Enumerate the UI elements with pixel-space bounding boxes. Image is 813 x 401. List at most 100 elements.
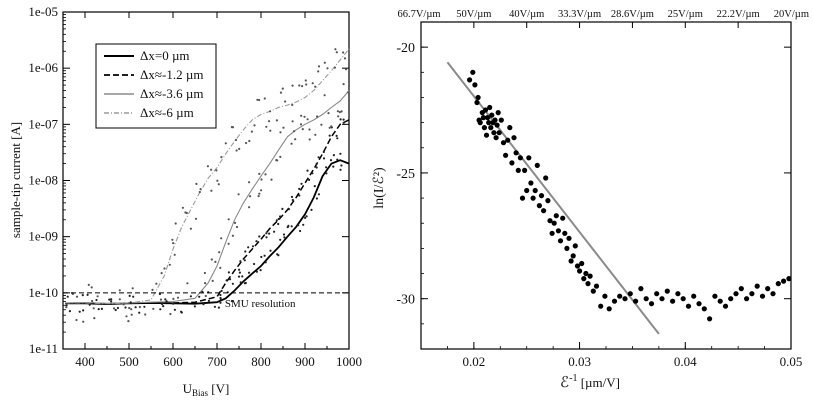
left-noise-point: [181, 206, 184, 209]
right-data-point: [505, 137, 511, 143]
right-data-point: [467, 77, 473, 83]
smu-resolution-label: SMU resolution: [225, 298, 296, 310]
left-noise-point: [244, 250, 247, 253]
right-data-point: [530, 195, 536, 201]
right-data-point: [633, 298, 639, 304]
right-data-point: [541, 208, 547, 214]
left-noise-point: [276, 159, 279, 162]
left-noise-point: [198, 190, 201, 194]
left-noise-point: [322, 150, 325, 154]
left-noise-point: [219, 296, 222, 300]
left-noise-point: [108, 298, 111, 301]
left-noise-point: [110, 300, 113, 303]
left-noise-point: [298, 194, 301, 197]
left-noise-point: [198, 295, 201, 298]
right-top-tick-label: 28.6V/µm: [611, 9, 654, 20]
left-noise-point: [155, 282, 158, 285]
left-noise-point: [248, 206, 251, 209]
left-noise-point: [65, 304, 68, 307]
left-noise-point: [299, 229, 302, 233]
right-data-point: [701, 306, 707, 312]
left-noise-point: [172, 297, 175, 300]
left-noise-point: [174, 222, 177, 225]
right-data-point: [517, 155, 524, 161]
left-legend-box: [95, 43, 217, 129]
left-noise-point: [277, 222, 280, 226]
right-data-point: [587, 273, 593, 279]
left-noise-point: [336, 158, 339, 161]
left-noise-point: [238, 147, 241, 150]
left-noise-point: [311, 82, 314, 85]
left-noise-point: [144, 313, 147, 316]
left-axis-ticks: 400 500 600 700 800 900 1000 1e-11 1e-10 1e-09 1e-…: [28, 4, 362, 369]
left-x-tick-label: 500: [119, 354, 139, 369]
left-x-tick-label: 900: [295, 354, 315, 369]
right-data-point: [545, 198, 551, 204]
left-noise-point: [211, 279, 214, 282]
left-x-axis-label: UBias [V]: [183, 381, 230, 398]
right-data-point: [547, 218, 553, 224]
left-noise-point: [306, 118, 309, 121]
left-noise-point: [163, 267, 166, 270]
right-data-point: [590, 288, 596, 294]
right-data-point: [483, 132, 490, 138]
left-noise-point: [81, 294, 84, 297]
right-data-point: [579, 260, 585, 267]
left-noise-point: [298, 84, 301, 87]
left-noise-point: [227, 242, 230, 245]
right-data-point: [638, 286, 644, 292]
right-data-point: [581, 276, 587, 282]
right-data-point: [498, 117, 504, 123]
left-noise-point: [195, 182, 198, 185]
left-noise-point: [290, 195, 294, 198]
right-data-point: [648, 301, 655, 307]
left-noise-point: [110, 298, 113, 301]
right-plot-frame: [420, 21, 792, 350]
left-noise-point: [186, 282, 189, 285]
left-noise-point: [217, 306, 220, 309]
left-noise-point: [302, 223, 305, 226]
right-x-tick-label: 0.05: [780, 354, 803, 369]
left-noise-point: [219, 301, 222, 304]
left-noise-point: [82, 309, 85, 312]
left-noise-point: [326, 67, 329, 70]
left-noise-point: [291, 198, 294, 202]
left-noise-point: [204, 294, 207, 298]
left-noise-point: [220, 237, 223, 240]
left-noise-point: [164, 298, 167, 301]
left-x-label-main: U: [183, 381, 193, 396]
left-noise-point: [122, 303, 125, 306]
left-noise-point: [339, 152, 342, 155]
left-noise-point: [291, 103, 294, 106]
left-noise-point: [239, 260, 242, 263]
left-noise-point: [328, 126, 331, 129]
right-data-point: [744, 296, 750, 302]
left-noise-point: [219, 293, 222, 297]
left-x-label-sub: Bias: [192, 388, 208, 398]
left-noise-point: [282, 233, 286, 236]
left-noise-point: [162, 305, 165, 308]
left-noise-point: [279, 91, 283, 94]
right-data-point: [534, 162, 540, 168]
right-data-point: [675, 291, 681, 297]
left-noise-point: [268, 232, 271, 235]
left-noise-point: [260, 255, 263, 259]
right-top-tick-label: 25V/µm: [668, 9, 703, 20]
left-noise-point: [180, 310, 183, 313]
left-noise-point: [255, 240, 258, 243]
left-x-tick-label: 700: [207, 354, 227, 369]
left-noise-point: [216, 179, 219, 182]
left-noise-point: [218, 251, 221, 254]
left-noise-point: [335, 51, 338, 54]
right-y-tick-label: -30: [396, 293, 415, 308]
left-noise-point: [303, 115, 306, 118]
left-noise-point: [203, 271, 206, 275]
left-noise-point: [264, 173, 267, 176]
left-noise-point: [143, 305, 146, 308]
left-noise-point: [275, 119, 278, 122]
right-data-point: [617, 293, 623, 299]
left-noise-point: [282, 126, 285, 129]
right-data-point: [543, 175, 549, 181]
left-noise-point: [65, 306, 68, 309]
left-x-tick-label: 400: [75, 354, 95, 369]
